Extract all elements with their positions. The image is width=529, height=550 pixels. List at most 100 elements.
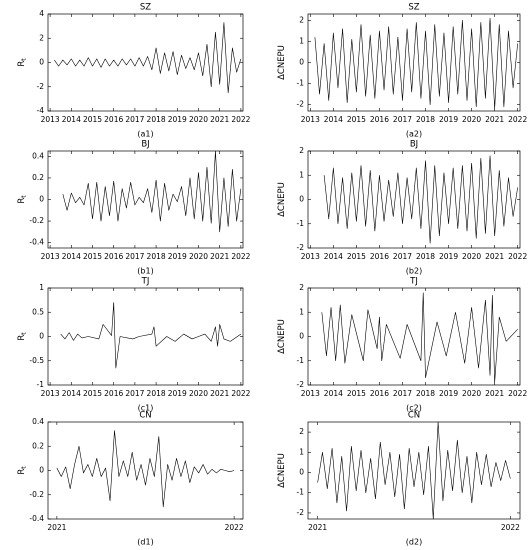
y-tick-label: 0.4 [32, 417, 44, 426]
series-line [54, 22, 242, 94]
x-tick-label: 2015 [347, 115, 366, 124]
panel-title: CN [139, 411, 151, 421]
x-tick-label: 2018 [416, 389, 435, 398]
x-tick-label: 2018 [147, 252, 166, 261]
y-axis-label-sub: t [20, 332, 27, 335]
plot-frame [47, 287, 244, 386]
plot-frame [307, 421, 521, 520]
panel-caption: (c1) [138, 404, 154, 413]
y-tick-label: 2 [299, 427, 304, 436]
panel: CN (d1) Rt -0.4 -0.2 0 0.2 0.4 2021 2022 [17, 411, 244, 547]
y-tick-label: 0.2 [32, 441, 44, 450]
y-tick-label: 0 [299, 58, 304, 67]
x-tick-label: 2021 [485, 115, 504, 124]
x-tick-label: 2017 [125, 115, 144, 124]
x-tick-label: 2019 [168, 389, 187, 398]
y-tick-label: -0.2 [29, 490, 44, 499]
panel-caption: (a2) [406, 130, 422, 139]
y-tick-label: 0 [39, 466, 44, 475]
x-tick-label: 2022 [501, 523, 520, 532]
y-tick-label: 1 [299, 307, 304, 316]
x-tick-label: 2013 [41, 115, 60, 124]
y-tick-label: -0.5 [29, 356, 44, 365]
y-tick-label: -0.4 [29, 514, 44, 523]
x-tick-label: 2016 [104, 252, 123, 261]
y-tick-label: -2 [297, 100, 305, 109]
x-tick-label: 2015 [83, 252, 102, 261]
x-tick-label: 2022 [508, 115, 527, 124]
x-tick-label: 2017 [393, 252, 412, 261]
x-tick-label: 2016 [370, 252, 389, 261]
series-line [56, 430, 235, 508]
y-tick-label: 0 [39, 58, 44, 67]
series-line [323, 155, 518, 244]
x-tick-label: 2018 [416, 252, 435, 261]
panel-caption: (a1) [137, 130, 153, 139]
series-line [62, 150, 242, 233]
x-tick-label: 2014 [62, 115, 81, 124]
x-tick-label: 2017 [393, 115, 412, 124]
x-tick-label: 2022 [231, 389, 250, 398]
x-tick-label: 2013 [301, 252, 320, 261]
y-tick-label: -2 [37, 82, 45, 91]
x-tick-label: 2015 [347, 389, 366, 398]
panel: SZ (a2) ΔCNEPU -2 -1 0 1 2 2013 2014 2015 2016 2017 2… [277, 3, 528, 139]
x-tick-label: 2020 [189, 389, 208, 398]
y-axis-label-main: R [17, 469, 27, 475]
y-axis-label-main: R [17, 198, 27, 204]
x-tick-label: 2019 [168, 115, 187, 124]
y-tick-label: 0.5 [32, 307, 44, 316]
x-tick-label: 2021 [210, 115, 229, 124]
y-axis-label: ΔCNEPU [277, 453, 287, 488]
y-tick-label: -1 [297, 79, 305, 88]
panel-title: BJ [141, 140, 149, 150]
plot-frame [47, 150, 244, 249]
y-axis-label-main: R [17, 61, 27, 67]
y-axis-label: ΔCNEPU [277, 182, 287, 217]
x-tick-label: 2019 [439, 389, 458, 398]
x-tick-label: 2021 [210, 389, 229, 398]
y-tick-label: -0.2 [29, 216, 44, 225]
y-axis-label-main: R [17, 335, 27, 341]
y-tick-label: 0.2 [32, 173, 44, 182]
x-tick-label: 2019 [168, 252, 187, 261]
x-tick-label: 2020 [462, 389, 481, 398]
panel: TJ (c2) ΔCNEPU -2 -1 0 1 2 2013 2014 2015 2016 2017 2… [277, 277, 528, 413]
y-tick-label: 2 [299, 283, 304, 292]
x-tick-label: 2019 [439, 252, 458, 261]
y-tick-label: -2 [297, 243, 305, 252]
x-tick-label: 2013 [41, 389, 60, 398]
x-tick-label: 2018 [147, 389, 166, 398]
panel-caption: (d2) [406, 538, 422, 547]
y-axis-label: ΔCNEPU [277, 319, 287, 354]
y-axis-label: ΔCNEPU [277, 45, 287, 80]
x-tick-label: 2020 [189, 115, 208, 124]
x-tick-label: 2015 [347, 252, 366, 261]
x-tick-label: 2014 [62, 252, 81, 261]
y-tick-label: 0 [39, 332, 44, 341]
y-tick-label: 0.4 [32, 151, 44, 160]
x-tick-label: 2020 [189, 252, 208, 261]
x-tick-label: 2016 [104, 389, 123, 398]
panel-title: TJ [141, 277, 150, 287]
y-axis-label: Rt [17, 332, 28, 341]
x-tick-label: 2013 [301, 115, 320, 124]
y-tick-label: -1 [297, 488, 305, 497]
x-tick-label: 2015 [83, 115, 102, 124]
panel: BJ (b2) ΔCNEPU -2 -1 0 1 2 2013 2014 2015 2016 2017 2… [277, 140, 528, 276]
x-tick-label: 2016 [104, 115, 123, 124]
x-tick-label: 2022 [231, 115, 250, 124]
plot-frame [307, 150, 521, 249]
x-tick-label: 2021 [308, 523, 327, 532]
y-axis-label: Rt [17, 58, 28, 67]
y-tick-label: 2 [39, 33, 44, 42]
panel: CN (d2) ΔCNEPU -2 -1 0 1 2 2021 2022 [277, 411, 521, 547]
x-tick-label: 2022 [508, 252, 527, 261]
series-line [321, 292, 518, 383]
x-tick-label: 2022 [508, 389, 527, 398]
y-tick-label: -2 [297, 380, 305, 389]
panel-title: BJ [410, 140, 418, 150]
